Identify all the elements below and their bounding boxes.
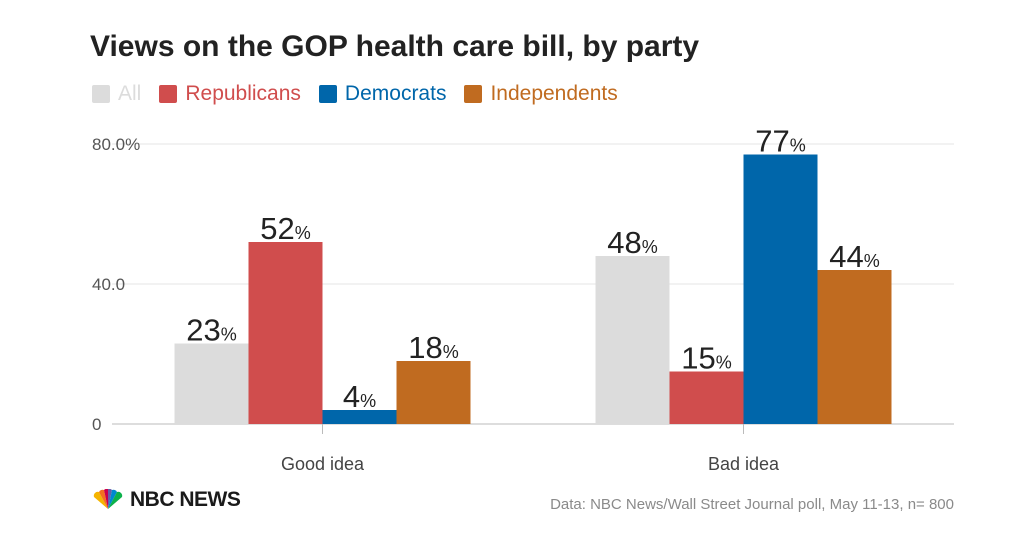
chart-title: Views on the GOP health care bill, by pa… xyxy=(90,30,700,63)
legend-label-all: All xyxy=(118,82,142,105)
y-tick-label: 40.0 xyxy=(92,275,125,294)
legend-item-democrats: Democrats xyxy=(318,82,447,106)
y-tick-label: 0 xyxy=(92,415,101,434)
x-tick-label: Good idea xyxy=(281,454,365,474)
bar xyxy=(248,242,323,424)
legend-swatch-all xyxy=(92,85,110,103)
bar xyxy=(817,270,892,424)
legend: All Republicans Democrats Independents xyxy=(92,82,636,106)
data-label: 18% xyxy=(408,330,459,365)
legend-label-democrats: Democrats xyxy=(344,82,447,105)
legend-swatch-democrats xyxy=(318,85,337,103)
bar xyxy=(669,371,744,424)
data-label: 44% xyxy=(829,239,880,274)
legend-item-republicans: Republicans xyxy=(159,82,301,106)
legend-label-independents: Independents xyxy=(490,82,618,105)
data-label: 23% xyxy=(186,313,237,348)
data-label: 4% xyxy=(343,379,376,414)
data-label: 15% xyxy=(681,341,732,376)
bar xyxy=(743,154,818,424)
data-label: 77% xyxy=(755,124,806,159)
nbc-news-logo: NBC NEWS xyxy=(90,488,241,512)
legend-swatch-independents xyxy=(464,85,483,103)
logo-text: NBC NEWS xyxy=(130,488,241,511)
data-label: 52% xyxy=(260,211,311,246)
source-note: Data: NBC News/Wall Street Journal poll,… xyxy=(550,496,954,513)
bar xyxy=(174,343,249,424)
legend-item-independents: Independents xyxy=(464,82,618,106)
x-tick-label: Bad idea xyxy=(708,454,780,474)
legend-item-all: All xyxy=(92,82,141,106)
bar xyxy=(595,256,670,424)
peacock-icon xyxy=(93,489,123,509)
y-tick-label: 80.0% xyxy=(92,135,140,154)
legend-swatch-republicans xyxy=(159,85,178,103)
data-label: 48% xyxy=(607,225,658,260)
bar xyxy=(322,410,397,424)
legend-label-republicans: Republicans xyxy=(185,82,301,105)
bar xyxy=(396,361,471,424)
